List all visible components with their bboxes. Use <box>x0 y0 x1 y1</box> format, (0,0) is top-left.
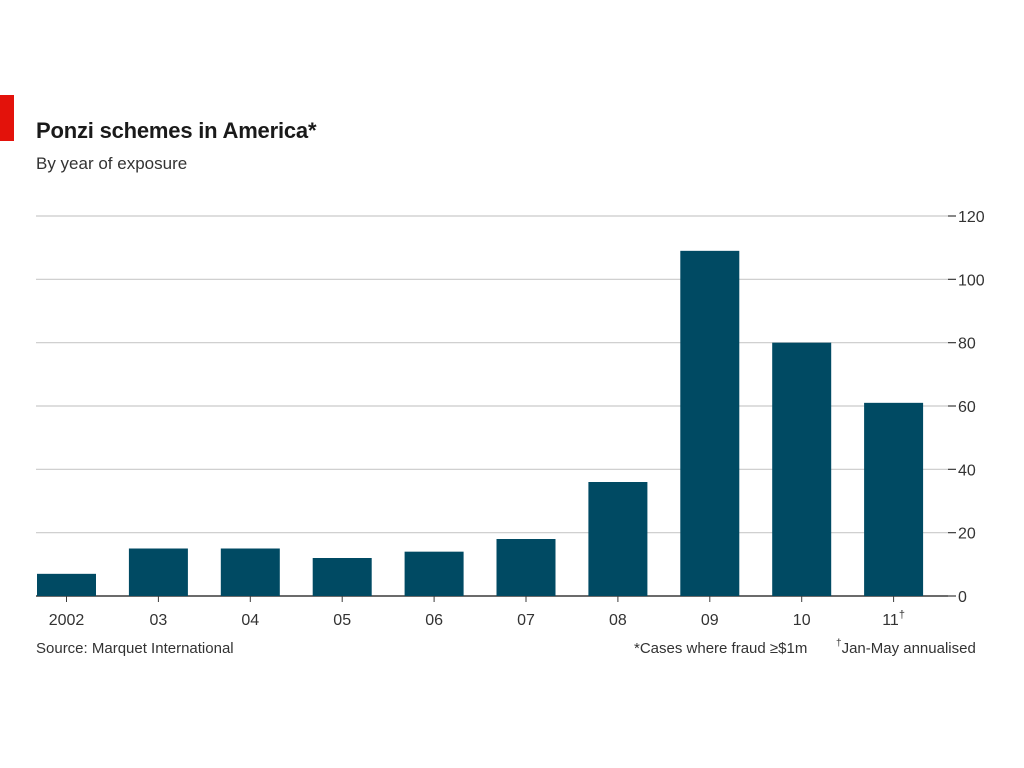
y-tick-label: 60 <box>958 399 976 416</box>
x-tick-label: 06 <box>425 612 443 629</box>
bar-4 <box>404 551 464 596</box>
bar-1 <box>128 548 188 596</box>
bar-6 <box>588 482 648 596</box>
dagger-symbol: † <box>836 638 842 649</box>
bar-5 <box>496 539 556 596</box>
bar-0 <box>37 573 96 596</box>
x-tick-label: 04 <box>241 612 259 629</box>
bar-7 <box>680 250 740 597</box>
x-tick-label: 05 <box>333 612 351 629</box>
y-tick-label: 100 <box>958 272 985 289</box>
footnote-annualised: †Jan-May annualised <box>836 638 976 657</box>
x-tick-label: 09 <box>701 612 719 629</box>
x-tick-label: 11† <box>882 609 905 629</box>
x-tick-label: 03 <box>150 612 168 629</box>
chart-subtitle: By year of exposure <box>36 154 188 173</box>
y-tick-label: 0 <box>958 589 967 606</box>
bar-9 <box>864 402 924 596</box>
y-tick-label: 80 <box>958 336 976 353</box>
y-tick-label: 20 <box>958 526 976 543</box>
footnote-fraud-threshold: *Cases where fraud ≥$1m <box>634 640 808 657</box>
bar-8 <box>772 342 832 596</box>
bar-3 <box>312 558 372 596</box>
source-note: Source: Marquet International <box>36 640 234 657</box>
chart-title: Ponzi schemes in America* <box>36 118 317 143</box>
brand-accent-bar <box>0 95 14 141</box>
x-tick-label: 08 <box>609 612 627 629</box>
x-tick-label: 10 <box>793 612 811 629</box>
footnote-annualised-text: Jan-May annualised <box>841 640 976 657</box>
x-tick-label: 07 <box>517 612 535 629</box>
y-tick-label: 40 <box>958 462 976 479</box>
bar-2 <box>220 548 280 596</box>
y-tick-label: 120 <box>958 209 985 226</box>
x-tick-label: 2002 <box>49 612 85 629</box>
